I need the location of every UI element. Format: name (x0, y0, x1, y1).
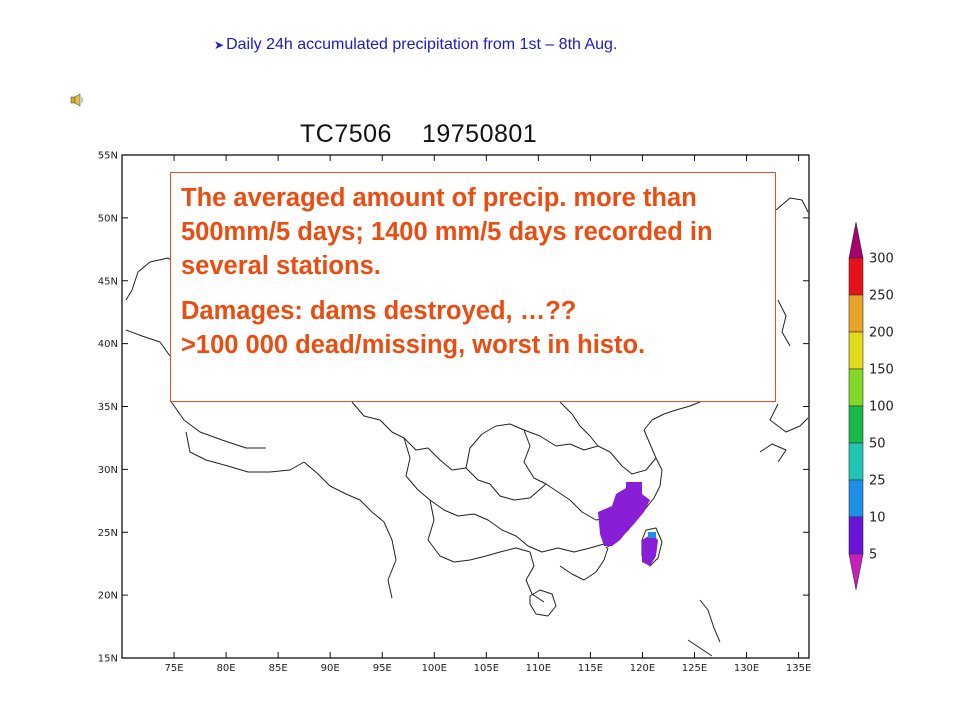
lat-tick-label: 40N (98, 339, 118, 350)
lon-tick-label: 90E (321, 663, 340, 674)
lat-tick-label: 45N (98, 276, 118, 287)
lon-tick-label: 75E (165, 663, 184, 674)
legend-swatch (848, 516, 864, 555)
lat-tick-label: 30N (98, 465, 118, 476)
legend-swatch (848, 405, 864, 444)
lon-tick-label: 115E (578, 663, 603, 674)
info-box: The averaged amount of precip. more than… (170, 172, 776, 402)
legend-swatch (848, 442, 864, 481)
arrow-bullet-icon: ➤ (214, 38, 225, 52)
legend-level-label: 100 (869, 400, 894, 415)
map-title-date: 19750801 (421, 120, 538, 148)
legend-level-label: 200 (869, 326, 894, 341)
legend-bottom-arrow (848, 553, 864, 591)
lon-tick-label: 105E (474, 663, 499, 674)
legend-level-label: 50 (869, 437, 886, 452)
lon-tick-label: 125E (682, 663, 707, 674)
legend-swatch (848, 294, 864, 333)
lat-tick-label: 55N (98, 151, 118, 162)
lat-tick-label: 25N (98, 528, 118, 539)
legend-level-label: 5 (869, 548, 877, 563)
legend-swatch (848, 257, 864, 296)
legend-top-arrow (848, 221, 864, 259)
lon-tick-label: 85E (269, 663, 288, 674)
map-title-id: TC7506 (300, 120, 392, 148)
lon-tick-label: 80E (217, 663, 236, 674)
legend-level-label: 250 (869, 289, 894, 304)
legend-swatch (848, 368, 864, 407)
lat-tick-label: 15N (98, 654, 118, 665)
legend-level-label: 150 (869, 363, 894, 378)
lat-tick-label: 35N (98, 402, 118, 413)
longitude-axis: 75E 80E 85E 90E 95E 100E 105E 110E 115E 120E 125E 1… (165, 155, 811, 674)
info-line-casualties: >100 000 dead/missing, worst in histo. (181, 331, 646, 359)
info-paragraph-1: The averaged amount of precip. more than… (181, 184, 713, 280)
lon-tick-label: 130E (734, 663, 759, 674)
header-text: Daily 24h accumulated precipitation from… (226, 36, 618, 53)
precipitation-area (598, 482, 658, 566)
lon-tick-label: 120E (630, 663, 655, 674)
legend-level-label: 10 (869, 511, 886, 526)
lon-tick-label: 95E (373, 663, 392, 674)
latitude-axis: 55N 50N 45N 40N 35N 30N 25N 20N 15N (98, 151, 809, 665)
lon-tick-label: 135E (786, 663, 811, 674)
precip-shading-taiwan (642, 534, 658, 566)
info-paragraph-2: Damages: dams destroyed, …?? >100 000 dea… (181, 294, 765, 362)
precip-color-legend: 300 250 200 150 100 50 25 10 5 (848, 221, 894, 591)
info-line-damages: Damages: dams destroyed, …?? (181, 297, 577, 325)
legend-level-label: 300 (869, 252, 894, 267)
slide-header: ➤ Daily 24h accumulated precipitation fro… (214, 36, 774, 58)
speaker-icon[interactable] (70, 93, 84, 107)
legend-level-label: 25 (869, 474, 886, 489)
legend-swatch (848, 479, 864, 518)
lon-tick-label: 110E (526, 663, 551, 674)
lon-tick-label: 100E (422, 663, 447, 674)
map-title: TC7506 19750801 (300, 120, 620, 148)
legend-swatch (848, 331, 864, 370)
lat-tick-label: 20N (98, 591, 118, 602)
precip-accent (648, 532, 656, 538)
precip-shading (598, 482, 650, 546)
lat-tick-label: 50N (98, 213, 118, 224)
